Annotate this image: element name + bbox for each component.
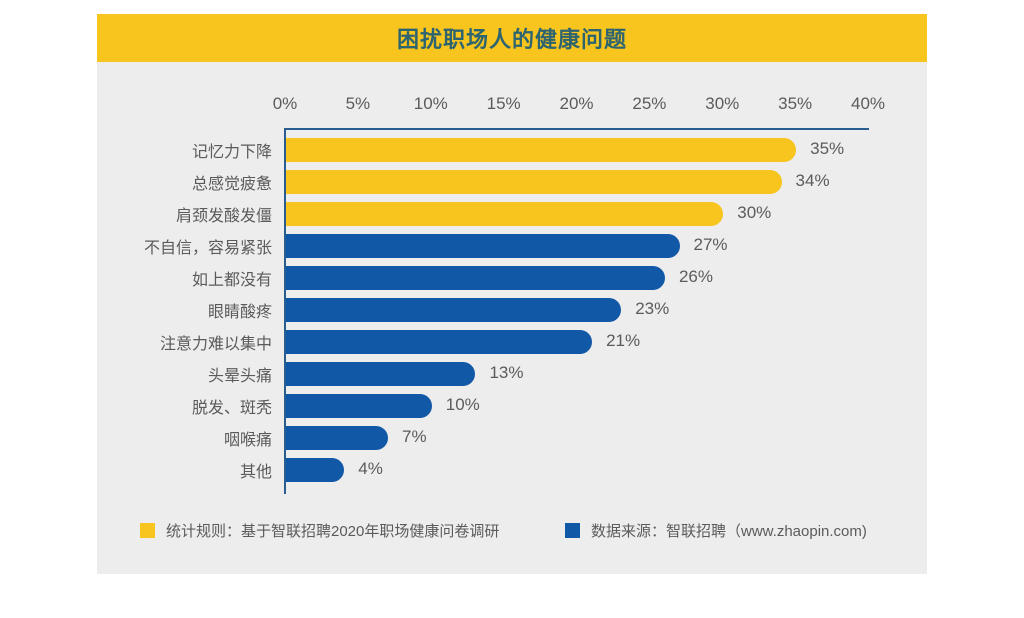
value-label: 21% bbox=[606, 331, 641, 350]
bar-zone: 35% bbox=[286, 138, 869, 162]
chart-title-banner: 困扰职场人的健康问题 bbox=[97, 14, 927, 62]
category-label: 如上都没有 bbox=[191, 272, 272, 289]
value-label: 27% bbox=[693, 235, 728, 254]
bar bbox=[286, 426, 389, 450]
x-tick-label: 20% bbox=[559, 94, 594, 113]
category-label: 脱发、斑秃 bbox=[191, 400, 272, 417]
bar bbox=[286, 458, 345, 482]
category-label: 记忆力下降 bbox=[191, 144, 272, 161]
bar bbox=[286, 298, 622, 322]
bar-row: 头晕头痛 13% bbox=[97, 358, 927, 390]
value-label: 35% bbox=[810, 139, 845, 158]
bar bbox=[286, 234, 680, 258]
y-axis-line bbox=[284, 128, 286, 494]
bar-row: 其他 4% bbox=[97, 454, 927, 486]
bar-zone: 34% bbox=[286, 170, 869, 194]
x-tick-label: 30% bbox=[705, 94, 740, 113]
bar-row: 注意力难以集中 21% bbox=[97, 326, 927, 358]
x-tick-label: 25% bbox=[632, 94, 667, 113]
bar-zone: 10% bbox=[286, 394, 869, 418]
category-label: 注意力难以集中 bbox=[159, 336, 272, 353]
bar-row: 记忆力下降 35% bbox=[97, 134, 927, 166]
bar bbox=[286, 394, 432, 418]
value-label: 23% bbox=[635, 299, 670, 318]
bar-zone: 4% bbox=[286, 458, 869, 482]
value-label: 4% bbox=[358, 459, 383, 478]
bar-zone: 26% bbox=[286, 266, 869, 290]
x-axis-ticks: 0% 5% 10% 15% 20% 25% 30% 35% 40% bbox=[273, 94, 885, 118]
bar-zone: 27% bbox=[286, 234, 869, 258]
bar-zone: 23% bbox=[286, 298, 869, 322]
x-axis-line bbox=[284, 128, 869, 130]
value-label: 26% bbox=[678, 267, 713, 286]
category-label: 肩颈发酸发僵 bbox=[175, 208, 272, 225]
category-label: 其他 bbox=[239, 464, 272, 481]
bar-row: 肩颈发酸发僵 30% bbox=[97, 198, 927, 230]
bar-zone: 7% bbox=[286, 426, 869, 450]
bar-rows: 记忆力下降 35% 总感觉疲惫 34% 肩颈发酸发僵 30% 不自信，容易紧张 27% 如上都没… bbox=[97, 134, 927, 486]
chart-title: 困扰职场人的健康问题 bbox=[396, 27, 627, 52]
bar-row: 不自信，容易紧张 27% bbox=[97, 230, 927, 262]
bar bbox=[286, 362, 476, 386]
bar-chart: 0% 5% 10% 15% 20% 25% 30% 35% 40% 记忆力下降 35% 总感觉疲惫 3… bbox=[97, 62, 927, 574]
x-tick-label: 0% bbox=[272, 94, 298, 113]
bar-row: 总感觉疲惫 34% bbox=[97, 166, 927, 198]
category-label: 不自信，容易紧张 bbox=[143, 240, 272, 257]
bar-zone: 21% bbox=[286, 330, 869, 354]
x-tick-label: 15% bbox=[486, 94, 521, 113]
bar-zone: 13% bbox=[286, 362, 869, 386]
category-label: 总感觉疲惫 bbox=[191, 176, 272, 193]
yellow-legend-swatch-icon bbox=[140, 523, 155, 538]
legend-label: 统计规则：基于智联招聘2020年职场健康问卷调研 bbox=[166, 523, 500, 540]
chart-footer: 统计规则：基于智联招聘2020年职场健康问卷调研 数据来源：智联招聘（www.z… bbox=[97, 520, 927, 544]
x-tick-label: 10% bbox=[413, 94, 448, 113]
chart-panel: 0% 5% 10% 15% 20% 25% 30% 35% 40% 记忆力下降 35% 总感觉疲惫 3… bbox=[97, 62, 927, 574]
category-label: 头晕头痛 bbox=[207, 368, 272, 385]
legend-item-data-source: 数据来源：智联招聘（www.zhaopin.com) bbox=[565, 520, 867, 541]
bar bbox=[286, 170, 782, 194]
value-label: 34% bbox=[795, 171, 830, 190]
x-tick-label: 35% bbox=[778, 94, 813, 113]
value-label: 30% bbox=[737, 203, 772, 222]
x-tick-label: 40% bbox=[850, 94, 886, 113]
bar-row: 如上都没有 26% bbox=[97, 262, 927, 294]
category-label: 咽喉痛 bbox=[223, 432, 272, 449]
bar bbox=[286, 266, 665, 290]
value-label: 7% bbox=[402, 427, 427, 446]
value-label: 13% bbox=[489, 363, 524, 382]
bar-zone: 30% bbox=[286, 202, 869, 226]
bar bbox=[286, 330, 593, 354]
category-label: 眼睛酸疼 bbox=[207, 304, 272, 321]
bar-row: 眼睛酸疼 23% bbox=[97, 294, 927, 326]
blue-legend-swatch-icon bbox=[565, 523, 580, 538]
value-label: 10% bbox=[445, 395, 480, 414]
bar-row: 脱发、斑秃 10% bbox=[97, 390, 927, 422]
legend-item-statistics-rule: 统计规则：基于智联招聘2020年职场健康问卷调研 bbox=[140, 520, 499, 541]
bar-row: 咽喉痛 7% bbox=[97, 422, 927, 454]
legend-label: 数据来源：智联招聘（www.zhaopin.com) bbox=[591, 523, 867, 540]
x-tick-label: 5% bbox=[345, 94, 371, 113]
bar bbox=[286, 202, 724, 226]
bar bbox=[286, 138, 797, 162]
